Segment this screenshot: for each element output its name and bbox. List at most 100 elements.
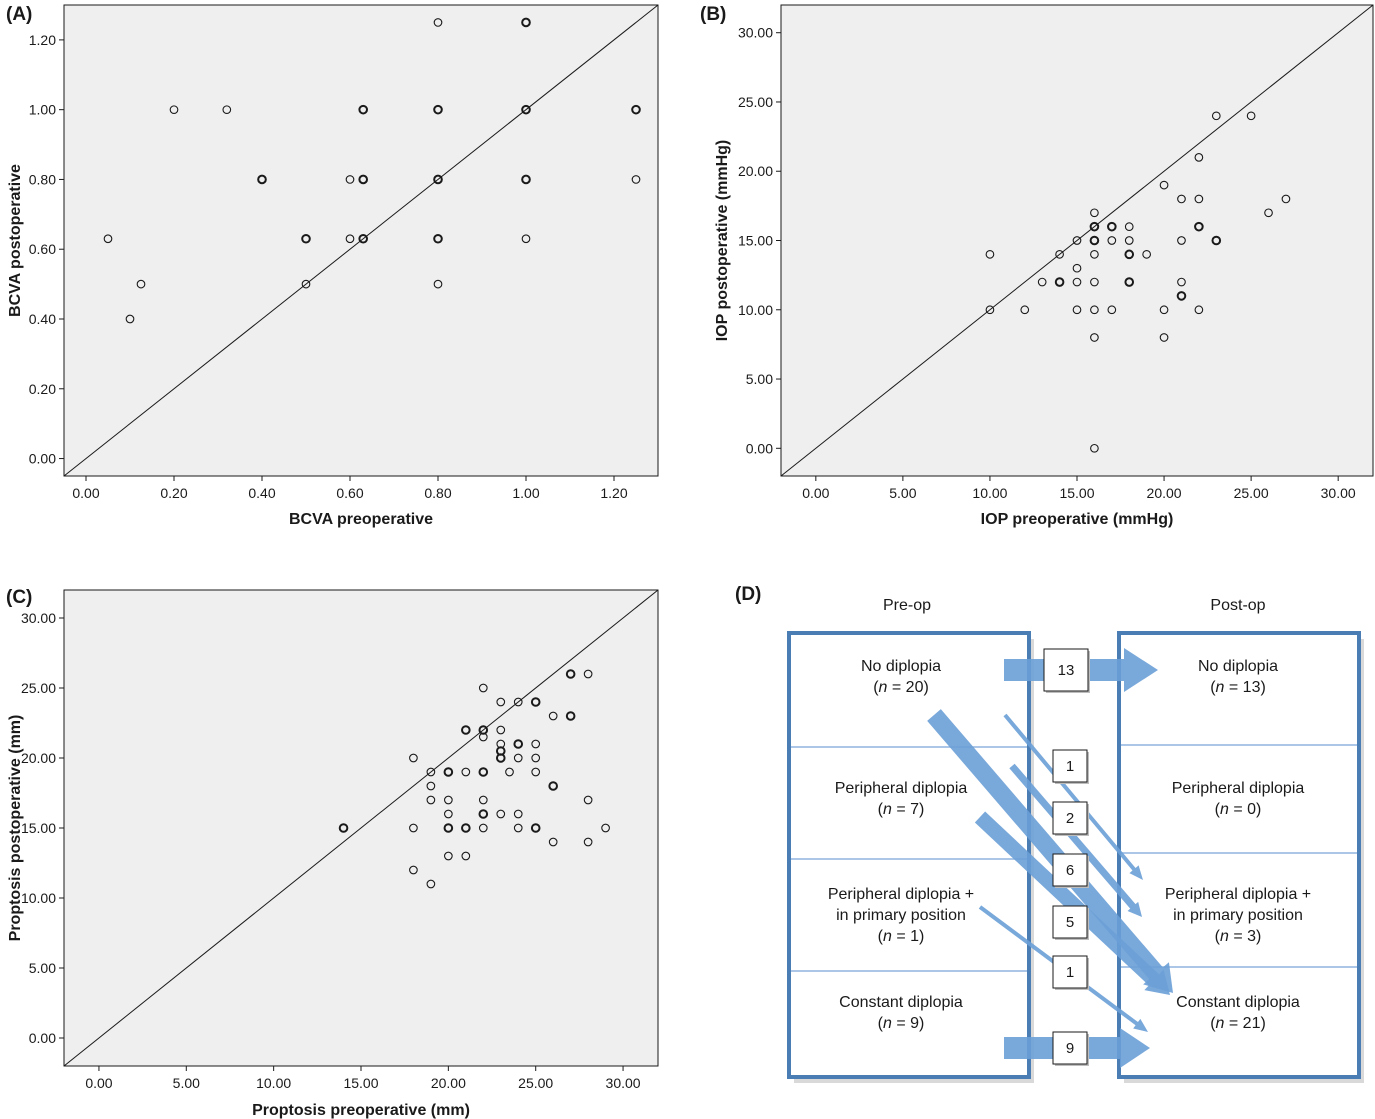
- x-tick-label: 0.20: [160, 485, 187, 501]
- pre-box-count: (n = 1): [878, 928, 925, 945]
- flow-count-label: 9: [1066, 1040, 1074, 1057]
- x-tick-label: 10.00: [256, 1075, 291, 1091]
- data-point: [1072, 277, 1082, 287]
- data-point: [1054, 277, 1065, 287]
- y-tick-label: 30.00: [738, 25, 773, 41]
- panel-a: (A) 0.00 0.20 0.40 0.60 0.80 1.00 1.20 0.00 0.20 0…: [6, 4, 659, 528]
- pre-box-label: Peripheral diplopia: [835, 780, 968, 797]
- data-point: [531, 767, 541, 777]
- post-box-count-part: (: [1210, 1015, 1216, 1032]
- data-point: [1020, 305, 1030, 315]
- pre-box-count-part: = 20): [887, 679, 928, 696]
- flow-arrow-peripheral-to-constant: [974, 811, 1170, 995]
- data-point: [496, 725, 506, 735]
- data-point: [1090, 443, 1099, 453]
- y-tick-label: 0.00: [29, 451, 56, 467]
- data-point: [426, 879, 436, 889]
- data-point: [1072, 305, 1082, 315]
- data-point: [601, 823, 610, 833]
- y-tick-label: 1.00: [29, 102, 56, 118]
- pre-box-count-part: n: [879, 679, 888, 696]
- data-point: [345, 175, 355, 184]
- y-axis-title: IOP postoperative (mmHg): [714, 140, 731, 342]
- x-tick-label: 20.00: [431, 1075, 466, 1091]
- post-box-count: (n = 3): [1215, 928, 1262, 945]
- data-point: [257, 174, 267, 185]
- data-point: [478, 795, 488, 805]
- x-tick-label: 0.00: [85, 1075, 112, 1091]
- data-point: [513, 809, 523, 819]
- data-point: [583, 669, 593, 679]
- post-box-count-part: (: [1215, 801, 1221, 818]
- pre-box-count-part: (: [878, 928, 884, 945]
- data-point: [478, 732, 488, 742]
- data-point: [409, 865, 418, 875]
- post-box-count-part: n: [1220, 801, 1229, 818]
- post-op-box: [1117, 631, 1361, 1079]
- panel-b: (B) 0.00 5.00 10.00 15.00 20.00 25.00 30.00 0.00…: [700, 4, 1374, 528]
- post-box-label: in primary position: [1173, 907, 1303, 924]
- flow-arrow-no-to-primary: [1003, 713, 1143, 880]
- y-tick-label: 5.00: [746, 371, 773, 387]
- post-box-label: No diplopia: [1198, 658, 1278, 675]
- reference-line: [63, 589, 659, 1067]
- post-box-count-part: n: [1220, 928, 1229, 945]
- flow-count-box: [1052, 853, 1088, 887]
- data-point: [1159, 305, 1169, 315]
- data-point: [433, 233, 443, 244]
- post-box-count-part: n: [1216, 1015, 1225, 1032]
- y-tick-label: 1.20: [29, 32, 56, 48]
- pre-box-count-part: = 7): [892, 801, 924, 818]
- post-box-count-part: = 3): [1229, 928, 1261, 945]
- post-box-count: (n = 21): [1210, 1015, 1266, 1032]
- pre-box-count: (n = 20): [873, 679, 929, 696]
- post-box-count-part: = 13): [1224, 679, 1265, 696]
- data-point: [631, 175, 641, 184]
- data-point: [1090, 277, 1099, 287]
- data-point: [1281, 194, 1291, 204]
- y-tick-label: 5.00: [29, 960, 56, 976]
- data-point: [443, 767, 454, 777]
- x-tick-label: 0.40: [248, 485, 275, 501]
- pre-box-count-part: (: [878, 1015, 884, 1032]
- data-point: [1211, 235, 1222, 246]
- pre-box-count-part: = 9): [892, 1015, 924, 1032]
- panel-letter: (D): [735, 584, 761, 605]
- data-point: [301, 233, 311, 244]
- data-point: [1090, 333, 1099, 342]
- data-point: [1037, 277, 1047, 287]
- data-point: [345, 234, 355, 244]
- x-tick-label: 0.00: [72, 485, 99, 501]
- y-tick-label: 0.40: [29, 311, 56, 327]
- post-box-label: Constant diplopia: [1176, 994, 1300, 1011]
- data-point: [521, 234, 531, 244]
- x-tick-label: 5.00: [889, 485, 916, 501]
- data-point: [461, 767, 471, 777]
- data-point: [1107, 221, 1117, 232]
- pre-op-title: Pre-op: [883, 597, 931, 614]
- data-point: [1177, 236, 1186, 245]
- data-point: [1194, 305, 1204, 315]
- y-tick-label: 10.00: [738, 302, 773, 318]
- data-point: [478, 767, 489, 777]
- y-tick-label: 0.00: [29, 1030, 56, 1046]
- data-point: [631, 104, 641, 115]
- data-point: [548, 837, 558, 847]
- flow-count-box: [1052, 955, 1088, 989]
- flow-arrow-no-to-constant: [927, 709, 1173, 993]
- flow-count-box: [1043, 648, 1089, 692]
- data-point: [505, 767, 514, 777]
- data-point: [530, 697, 541, 707]
- data-point: [1142, 250, 1151, 259]
- data-point: [513, 697, 523, 707]
- panel-letter: (A): [6, 4, 32, 25]
- data-point: [409, 753, 418, 763]
- y-tick-label: 0.80: [29, 171, 56, 187]
- data-point: [1124, 249, 1135, 260]
- pre-box-count-part: (: [873, 679, 879, 696]
- data-point: [1194, 194, 1204, 204]
- data-point: [409, 823, 418, 833]
- y-tick-label: 0.00: [746, 440, 773, 456]
- data-point: [1177, 194, 1186, 204]
- x-axis-title: IOP preoperative (mmHg): [981, 511, 1174, 528]
